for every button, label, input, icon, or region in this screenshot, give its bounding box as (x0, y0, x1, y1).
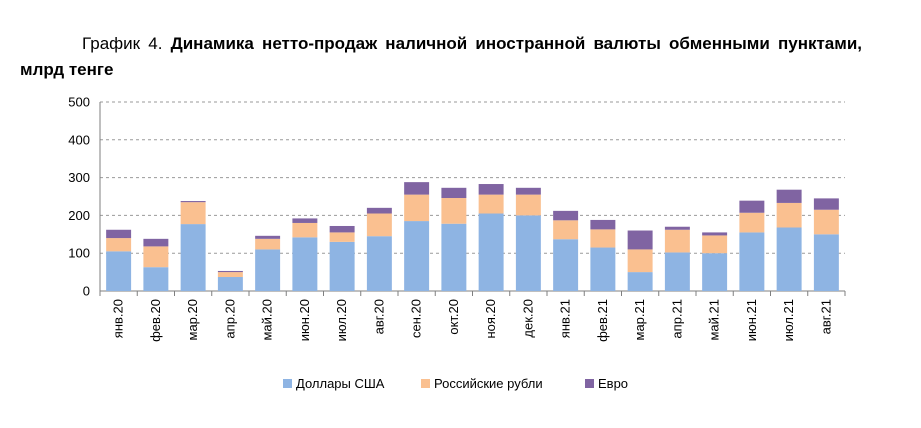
legend-label: Российские рубли (434, 376, 543, 391)
bar-segment-rub (590, 229, 616, 248)
bar-segment-usd (180, 224, 206, 291)
x-tick-label: июн.21 (744, 299, 759, 341)
bar-segment-usd (776, 227, 802, 291)
bar-segment-usd (404, 221, 430, 291)
bar-segment-rub (813, 209, 839, 235)
bar-segment-rub (739, 212, 765, 233)
bar-segment-usd (441, 223, 467, 291)
bar-segment-rub (106, 238, 132, 252)
bar-segment-eur (664, 226, 690, 230)
bar-segment-usd (255, 249, 281, 291)
bar-segment-usd (515, 215, 541, 291)
x-tick-label: авг.20 (371, 299, 386, 334)
bar-segment-rub (292, 222, 318, 238)
y-tick-label: 500 (68, 95, 90, 110)
x-tick-label: мар.21 (632, 299, 647, 340)
bar-segment-usd (292, 237, 318, 291)
legend-label: Доллары США (296, 376, 385, 391)
bar-segment-eur (329, 225, 355, 233)
bar-segment-rub (143, 246, 169, 268)
x-tick-label: янв.21 (558, 299, 573, 338)
bar-segment-usd (217, 277, 243, 291)
x-tick-label: июл.21 (781, 299, 796, 341)
bar-segment-eur (515, 187, 541, 195)
x-tick-label: июл.20 (334, 299, 349, 341)
x-tick-label: мар.20 (185, 299, 200, 340)
y-tick-label: 200 (68, 208, 90, 223)
bar-segment-eur (404, 182, 430, 195)
y-tick-label: 300 (68, 170, 90, 185)
bar-segment-rub (776, 202, 802, 228)
bar-segment-rub (702, 235, 728, 254)
bar-segment-eur (180, 201, 206, 203)
bar-segment-usd (106, 251, 132, 291)
bar-segment-eur (255, 235, 281, 239)
bar-segment-eur (478, 184, 504, 195)
x-tick-label: дек.20 (520, 299, 535, 338)
bar-segment-rub (366, 213, 392, 237)
bar-segment-eur (702, 232, 728, 236)
bar-segment-eur (217, 270, 243, 273)
chart-title-main: Динамика нетто-продаж наличной иностранн… (20, 34, 862, 79)
legend-swatch-eur (585, 379, 594, 388)
x-tick-label: окт.20 (446, 299, 461, 335)
bar-segment-eur (776, 189, 802, 203)
y-tick-label: 100 (68, 246, 90, 261)
bar-segment-rub (329, 232, 355, 242)
bar-segment-usd (590, 247, 616, 291)
bar-segment-rub (255, 238, 281, 250)
bar-segment-usd (739, 232, 765, 291)
bar-segment-usd (478, 213, 504, 291)
bar-segment-eur (292, 218, 318, 223)
bar-segment-rub (478, 194, 504, 214)
bar-segment-rub (180, 202, 206, 225)
legend-swatch-rub (421, 379, 430, 388)
bar-segment-eur (553, 210, 579, 221)
y-tick-label: 0 (83, 284, 90, 299)
chart-title: График 4. Динамика нетто-продаж наличной… (20, 31, 862, 83)
x-tick-label: май.20 (260, 299, 275, 341)
bar-segment-eur (441, 187, 467, 199)
bar-segment-usd (702, 253, 728, 291)
bar-segment-eur (143, 238, 169, 247)
x-tick-label: янв.20 (111, 299, 126, 338)
bar-segment-rub (217, 272, 243, 278)
x-tick-label: апр.21 (669, 299, 684, 339)
bar-segment-usd (627, 272, 653, 291)
bar-segment-eur (739, 200, 765, 213)
bar-segment-rub (404, 194, 430, 222)
x-tick-label: сен.20 (409, 299, 424, 338)
bar-segment-eur (627, 230, 653, 250)
bar-segment-usd (143, 267, 169, 291)
legend-swatch-usd (283, 379, 292, 388)
bar-segment-usd (664, 252, 690, 291)
x-tick-label: июн.20 (297, 299, 312, 341)
bar-segment-eur (813, 198, 839, 210)
bar-segment-rub (664, 229, 690, 253)
bar-segment-usd (813, 234, 839, 291)
bar-segment-rub (553, 220, 579, 240)
bar-segment-rub (515, 194, 541, 216)
bar-segment-usd (366, 236, 392, 291)
bar-segment-eur (366, 207, 392, 214)
x-tick-label: фев.20 (148, 299, 163, 342)
x-tick-label: май.21 (707, 299, 722, 341)
bar-segment-rub (441, 198, 467, 224)
x-tick-label: апр.20 (222, 299, 237, 339)
chart-title-prefix: График 4. (82, 34, 163, 53)
bar-segment-eur (590, 219, 616, 230)
y-tick-label: 400 (68, 132, 90, 147)
x-tick-label: ноя.20 (483, 299, 498, 339)
bar-segment-eur (106, 229, 132, 239)
bar-segment-usd (329, 241, 355, 291)
bar-segment-usd (553, 239, 579, 291)
x-tick-label: фев.21 (595, 299, 610, 342)
x-tick-label: авг.21 (818, 299, 833, 334)
legend-label: Евро (598, 376, 628, 391)
bar-segment-rub (627, 249, 653, 273)
